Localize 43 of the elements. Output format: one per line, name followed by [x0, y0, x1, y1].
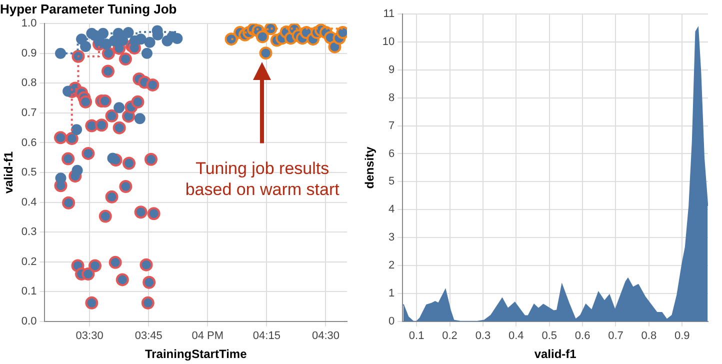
x-tick-label: 04:15: [252, 330, 280, 342]
y-tick-label: 1.0: [21, 18, 37, 30]
x-axis-title: TrainingStartTime: [144, 347, 248, 362]
y-tick-label: 0.5: [21, 166, 37, 179]
y-tick-label: 0.0: [21, 315, 37, 328]
y-tick-label: 10: [382, 36, 395, 48]
y-tick-label: 11: [383, 8, 395, 20]
y-tick-label: 0.7: [21, 106, 37, 119]
chart-title: Hyper Parameter Tuning Job: [0, 1, 177, 16]
y-axis-title: valid-f1: [2, 151, 16, 194]
y-tick-label: 2: [388, 260, 395, 272]
x-tick-label: 0.6: [574, 330, 590, 342]
y-tick-label: 0.8: [21, 77, 37, 90]
y-tick-label: 7: [388, 120, 395, 132]
x-tick-label: 0.4: [508, 330, 524, 342]
x-tick-label: 04 PM: [192, 330, 224, 342]
y-tick-label: 8: [388, 92, 395, 104]
x-tick-label: 0.9: [674, 330, 690, 342]
y-axis-title: density: [362, 146, 377, 189]
y-tick-label: 9: [388, 64, 395, 76]
y-tick-label: 0.4: [21, 196, 37, 208]
x-tick-label: 0.5: [542, 330, 557, 342]
x-tick-label: 0.3: [475, 330, 491, 342]
y-tick-label: 0.9: [21, 47, 37, 60]
y-tick-label: 1: [388, 287, 395, 300]
y-tick-label: 0.6: [21, 136, 37, 149]
y-tick-label: 3: [388, 232, 395, 244]
x-tick-label: 0.8: [641, 330, 657, 342]
x-tick-label: 03:45: [134, 330, 162, 342]
y-tick-label: 4: [388, 204, 395, 216]
x-tick-label: 0.1: [408, 330, 424, 342]
y-tick-label: 0.3: [21, 226, 37, 238]
x-tick-label: 0.7: [608, 330, 624, 342]
annotation: Tuning job results based on warm start: [185, 159, 340, 200]
y-tick-label: 5: [388, 176, 395, 188]
y-tick-label: 6: [388, 148, 395, 160]
y-tick-label: 0: [388, 315, 395, 328]
y-tick-label: 0.1: [21, 286, 37, 298]
x-tick-label: 04:30: [312, 330, 340, 342]
x-axis-title: valid-f1: [534, 347, 577, 362]
x-tick-label: 0.2: [442, 330, 458, 342]
y-tick-label: 0.2: [21, 256, 37, 268]
x-tick-label: 03:30: [76, 330, 104, 342]
